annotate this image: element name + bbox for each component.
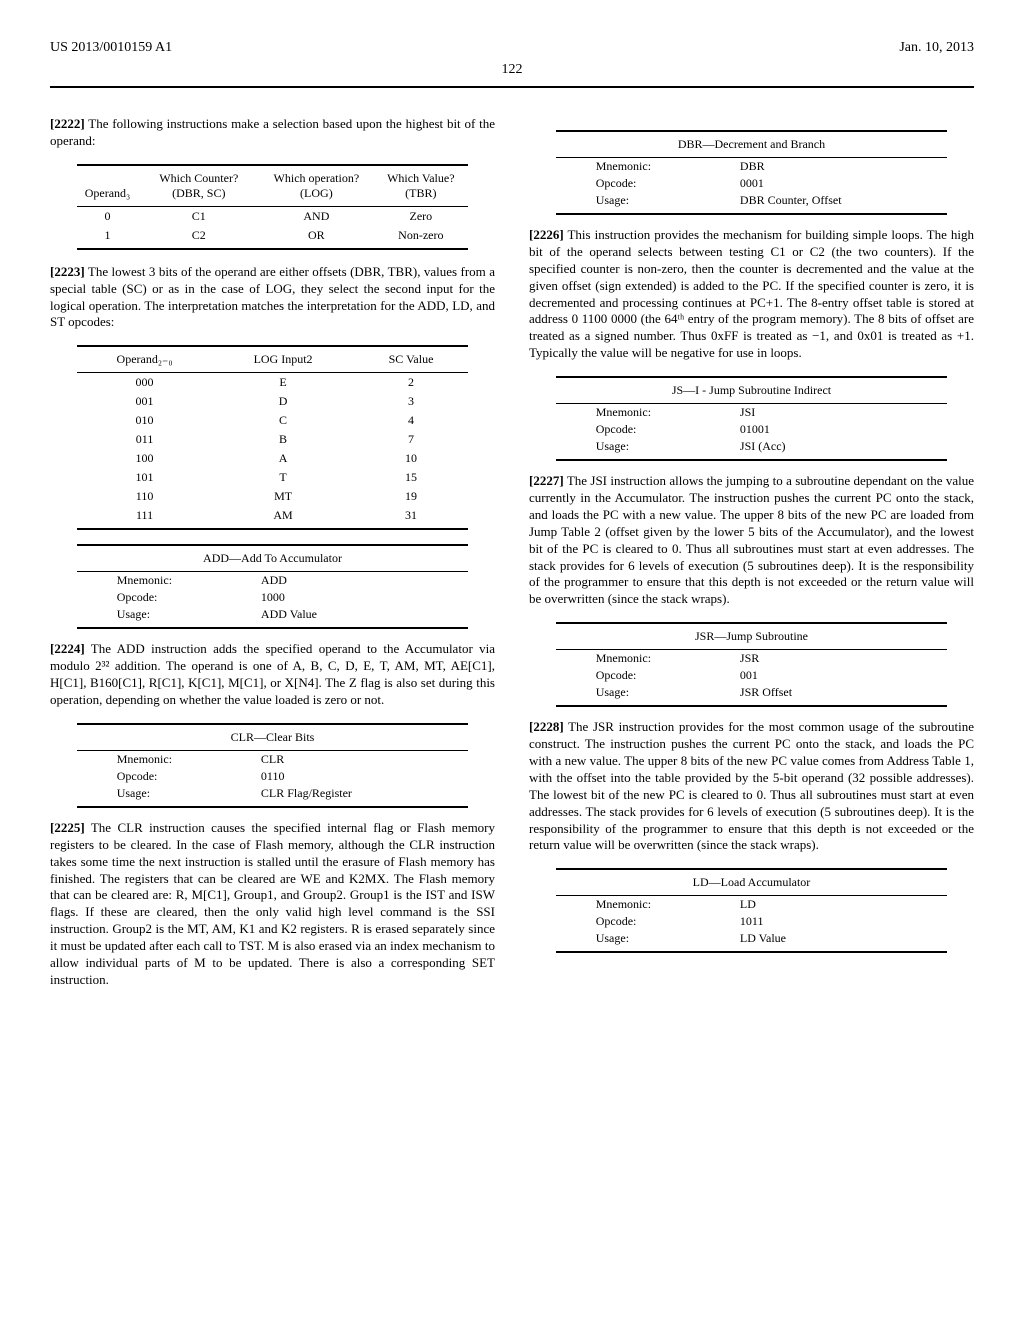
para-text: The ADD instruction adds the specified o… xyxy=(50,641,495,707)
col-header: Which Counter? (DBR, SC) xyxy=(138,165,259,207)
para-text: The following instructions make a select… xyxy=(50,116,495,148)
table-row: 0C1ANDZero xyxy=(77,206,469,226)
para-num: [2228] xyxy=(529,719,564,734)
para-text: This instruction provides the mechanism … xyxy=(529,227,974,360)
header-rule xyxy=(50,86,974,88)
jsi-instr-table: JS—I - Jump Subroutine Indirect Mnemonic… xyxy=(556,376,948,461)
col-header: SC Value xyxy=(354,346,469,373)
table-row: Opcode:01001 xyxy=(556,421,948,438)
para-text: The JSI instruction allows the jumping t… xyxy=(529,473,974,606)
para-text: The JSR instruction provides for the mos… xyxy=(529,719,974,852)
instr-title: JSR—Jump Subroutine xyxy=(556,623,948,650)
col-header: Operand₃ xyxy=(77,165,139,207)
para-2226: [2226] This instruction provides the mec… xyxy=(529,227,974,362)
table-row: Usage:CLR Flag/Register xyxy=(77,785,469,807)
col-header: Which Value? (TBR) xyxy=(373,165,468,207)
jsr-instr-table: JSR—Jump Subroutine Mnemonic:JSR Opcode:… xyxy=(556,622,948,707)
table-row: Mnemonic:DBR xyxy=(556,158,948,176)
table-row: Usage:LD Value xyxy=(556,930,948,952)
table-row: 110MT19 xyxy=(77,487,469,506)
table-row: Usage:DBR Counter, Offset xyxy=(556,192,948,214)
para-2228: [2228] The JSR instruction provides for … xyxy=(529,719,974,854)
para-2222: [2222] The following instructions make a… xyxy=(50,116,495,150)
instr-title: CLR—Clear Bits xyxy=(77,724,469,751)
dbr-instr-table: DBR—Decrement and Branch Mnemonic:DBR Op… xyxy=(556,130,948,215)
para-2227: [2227] The JSI instruction allows the ju… xyxy=(529,473,974,608)
col-header: Which operation? (LOG) xyxy=(259,165,373,207)
pub-number: US 2013/0010159 A1 xyxy=(50,40,172,56)
table-row: 010C4 xyxy=(77,411,469,430)
table-row: Opcode:0110 xyxy=(77,768,469,785)
right-column: DBR—Decrement and Branch Mnemonic:DBR Op… xyxy=(529,116,974,999)
table-row: 100A10 xyxy=(77,449,469,468)
table-row: Usage:JSR Offset xyxy=(556,684,948,706)
ld-instr-table: LD—Load Accumulator Mnemonic:LD Opcode:1… xyxy=(556,868,948,953)
para-num: [2226] xyxy=(529,227,564,242)
table-row: 111AM31 xyxy=(77,506,469,529)
operand-high-bit-table: Operand₃ Which Counter? (DBR, SC) Which … xyxy=(77,164,469,250)
clr-instr-table: CLR—Clear Bits Mnemonic:CLR Opcode:0110 … xyxy=(77,723,469,808)
para-num: [2223] xyxy=(50,264,85,279)
table-row: 1C2ORNon-zero xyxy=(77,226,469,249)
left-column: [2222] The following instructions make a… xyxy=(50,116,495,999)
table-row: Opcode:1011 xyxy=(556,913,948,930)
table-row: 011B7 xyxy=(77,430,469,449)
table-row: Opcode:0001 xyxy=(556,175,948,192)
table-row: Mnemonic:JSR xyxy=(556,650,948,668)
para-num: [2225] xyxy=(50,820,85,835)
instr-title: LD—Load Accumulator xyxy=(556,869,948,896)
para-num: [2224] xyxy=(50,641,85,656)
table-row: Opcode:001 xyxy=(556,667,948,684)
para-2224: [2224] The ADD instruction adds the spec… xyxy=(50,641,495,709)
table-row: Mnemonic:LD xyxy=(556,896,948,914)
two-column-layout: [2222] The following instructions make a… xyxy=(50,116,974,999)
para-2225: [2225] The CLR instruction causes the sp… xyxy=(50,820,495,989)
operand-low-bits-table: Operand₂₋₀ LOG Input2 SC Value 000E2 001… xyxy=(77,345,469,530)
table-row: Mnemonic:ADD xyxy=(77,572,469,590)
table-row: Usage:ADD Value xyxy=(77,606,469,628)
table-row: Usage:JSI (Acc) xyxy=(556,438,948,460)
table-row: Mnemonic:JSI xyxy=(556,404,948,422)
table-row: 001D3 xyxy=(77,392,469,411)
table-row: 101T15 xyxy=(77,468,469,487)
para-num: [2222] xyxy=(50,116,85,131)
col-header: LOG Input2 xyxy=(212,346,353,373)
pub-date: Jan. 10, 2013 xyxy=(899,40,974,56)
para-num: [2227] xyxy=(529,473,564,488)
add-instr-table: ADD—Add To Accumulator Mnemonic:ADD Opco… xyxy=(77,544,469,629)
instr-title: DBR—Decrement and Branch xyxy=(556,131,948,158)
page-number: 122 xyxy=(50,62,974,78)
para-text: The CLR instruction causes the specified… xyxy=(50,820,495,987)
table-row: Mnemonic:CLR xyxy=(77,750,469,768)
para-2223: [2223] The lowest 3 bits of the operand … xyxy=(50,264,495,332)
table-row: 000E2 xyxy=(77,373,469,393)
para-text: The lowest 3 bits of the operand are eit… xyxy=(50,264,495,330)
instr-title: JS—I - Jump Subroutine Indirect xyxy=(556,377,948,404)
col-header: Operand₂₋₀ xyxy=(77,346,213,373)
instr-title: ADD—Add To Accumulator xyxy=(77,545,469,572)
page-header: US 2013/0010159 A1 Jan. 10, 2013 xyxy=(50,40,974,56)
table-row: Opcode:1000 xyxy=(77,589,469,606)
